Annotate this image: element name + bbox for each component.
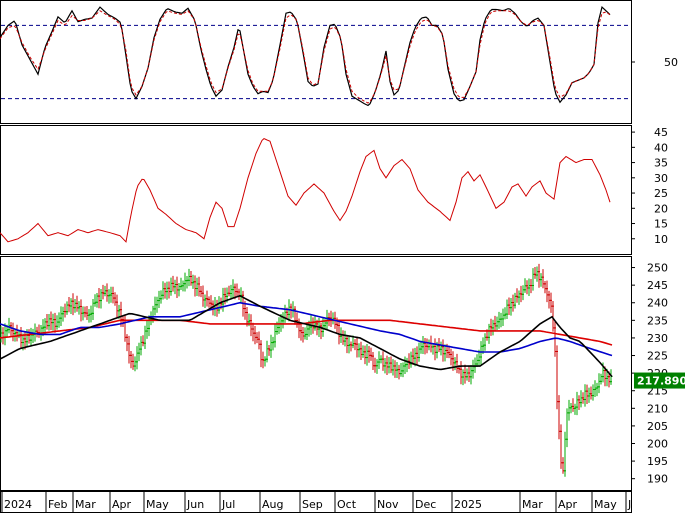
last-price-badge-bg [634, 372, 685, 389]
x-tick-label: Feb [48, 498, 67, 511]
price-panel: 250245240235230225220215210205200195190 … [0, 256, 685, 491]
price-tick-label: 235 [647, 314, 668, 327]
price-tick-label: 240 [647, 297, 668, 310]
adx-tick-label: 40 [654, 141, 668, 154]
adx-frame [0, 125, 632, 255]
ma-blue-line [0, 301, 613, 357]
adx-tick-label: 25 [654, 187, 668, 200]
ma-black-line [0, 294, 613, 378]
ma-red-line [0, 319, 613, 346]
x-tick-label: Aug [262, 498, 283, 511]
moving-averages [0, 294, 613, 378]
stochastic-y-axis: 50 [631, 56, 678, 69]
stochastic-lines [0, 5, 611, 107]
price-tick-label: 250 [647, 262, 668, 275]
x-tick-label: May [594, 498, 617, 511]
adx-line [0, 138, 611, 243]
price-tick-label: 210 [647, 402, 668, 415]
x-tick-label: Mar [75, 498, 96, 511]
x-axis-ticks: 2024 Feb Mar Apr May Jun Jul Aug Sep Oct Nov Dec 202… [1, 492, 631, 512]
x-tick-label: Oct [337, 498, 357, 511]
adx-line-path [0, 138, 611, 243]
adx-tick-label: 15 [654, 218, 668, 231]
x-tick-label: J [627, 498, 631, 511]
last-price-badge: 217.8900 [634, 372, 685, 389]
price-tick-label: 195 [647, 455, 668, 468]
adx-tick-label: 45 [654, 126, 668, 139]
adx-tick-label: 20 [654, 202, 668, 215]
x-tick-label: May [146, 498, 169, 511]
x-tick-label: Jun [186, 498, 204, 511]
adx-tick-label: 10 [654, 233, 668, 246]
x-tick-label: 2025 [454, 498, 482, 511]
stochastic-d-line [0, 10, 611, 104]
adx-y-axis: 45 40 35 30 25 20 15 10 [631, 126, 668, 246]
price-tick-label: 190 [647, 473, 668, 486]
x-tick-label: Dec [415, 498, 436, 511]
stochastic-tick-label: 50 [664, 56, 678, 69]
x-tick-label: Sep [302, 498, 323, 511]
adx-panel: 45 40 35 30 25 20 15 10 [0, 125, 668, 255]
price-tick-label: 230 [647, 332, 668, 345]
price-tick-label: 200 [647, 437, 668, 450]
stochastic-k-line [0, 5, 611, 107]
price-tick-label: 205 [647, 420, 668, 433]
x-tick-label: Mar [522, 498, 543, 511]
price-tick-label: 225 [647, 350, 668, 363]
adx-tick-label: 30 [654, 172, 668, 185]
x-tick-label: 2024 [4, 498, 32, 511]
price-tick-label: 245 [647, 279, 668, 292]
x-tick-label: Apr [112, 498, 132, 511]
stochastic-panel: 50 [0, 0, 678, 124]
x-tick-label: Jul [221, 498, 235, 511]
last-price-label: 217.8900 [637, 375, 685, 388]
x-axis: 2024 Feb Mar Apr May Jun Jul Aug Sep Oct Nov Dec 202… [0, 491, 632, 513]
adx-tick-label: 35 [654, 157, 668, 170]
x-tick-label: Apr [558, 498, 578, 511]
x-tick-label: Nov [377, 498, 399, 511]
